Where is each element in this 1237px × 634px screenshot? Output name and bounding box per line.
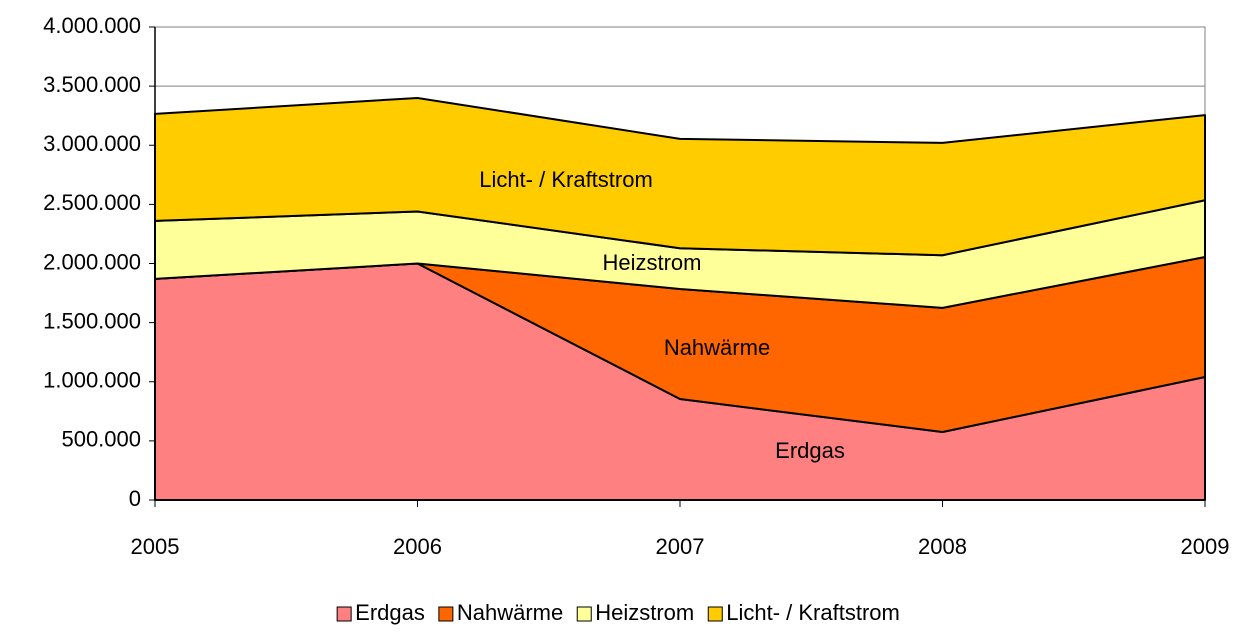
- y-tick-label: 1.500.000: [43, 308, 141, 333]
- legend-swatch: [576, 606, 592, 622]
- x-tick-label: 2008: [918, 534, 967, 559]
- area-label: Erdgas: [775, 438, 845, 463]
- x-tick-label: 2007: [656, 534, 705, 559]
- legend-label: Licht- / Kraftstrom: [726, 600, 900, 625]
- y-tick-label: 2.500.000: [43, 190, 141, 215]
- y-tick-label: 2.000.000: [43, 249, 141, 274]
- area-label: Licht- / Kraftstrom: [479, 167, 653, 192]
- area-label: Nahwärme: [664, 335, 770, 360]
- legend-swatch: [438, 606, 454, 622]
- area: [154, 96, 1206, 257]
- x-tick-label: 2009: [1181, 534, 1230, 559]
- legend: Erdgas Nahwärme Heizstrom Licht- / Kraftstr…: [336, 600, 900, 625]
- x-tick-label: 2005: [131, 534, 180, 559]
- legend-label: Heizstrom: [595, 600, 694, 625]
- y-tick-label: 3.500.000: [43, 72, 141, 97]
- legend-swatch: [707, 606, 723, 622]
- legend-label: Erdgas: [355, 600, 425, 625]
- y-tick-label: 1.000.000: [43, 368, 141, 393]
- y-tick-label: 0: [129, 486, 141, 511]
- x-tick-label: 2006: [393, 534, 442, 559]
- area-label: Heizstrom: [602, 250, 701, 275]
- y-tick-label: 500.000: [61, 427, 141, 452]
- legend-label: Nahwärme: [457, 600, 563, 625]
- legend-swatch: [336, 606, 352, 622]
- y-tick-label: 4.000.000: [43, 13, 141, 38]
- y-tick-label: 3.000.000: [43, 131, 141, 156]
